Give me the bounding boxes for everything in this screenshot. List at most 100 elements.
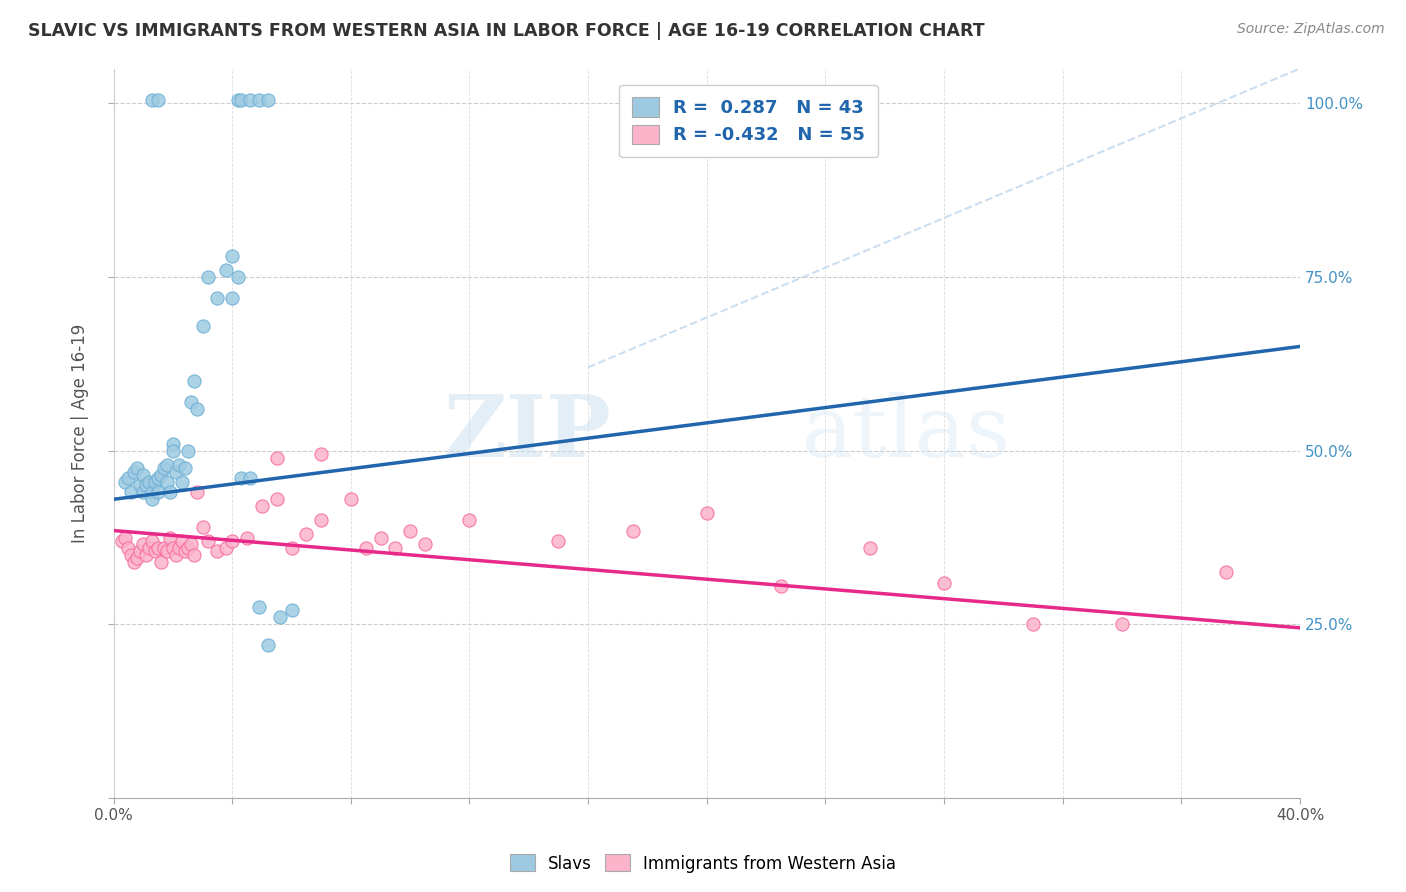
Point	[280, 541, 302, 555]
Point	[547, 533, 569, 548]
Point	[156, 458, 179, 472]
Point	[180, 395, 202, 409]
Point	[269, 610, 291, 624]
Point	[150, 467, 173, 482]
Point	[309, 447, 332, 461]
Point	[120, 485, 142, 500]
Point	[141, 485, 163, 500]
Point	[159, 485, 181, 500]
Point	[150, 555, 173, 569]
Point	[167, 541, 190, 555]
Point	[127, 551, 149, 566]
Point	[159, 531, 181, 545]
Point	[932, 575, 955, 590]
Point	[226, 269, 249, 284]
Point	[141, 492, 163, 507]
Point	[191, 520, 214, 534]
Point	[143, 475, 166, 489]
Point	[769, 579, 792, 593]
Point	[135, 478, 157, 492]
Point	[167, 458, 190, 472]
Point	[280, 603, 302, 617]
Point	[226, 93, 249, 107]
Point	[143, 544, 166, 558]
Point	[111, 533, 134, 548]
Point	[146, 471, 169, 485]
Point	[186, 485, 208, 500]
Point	[183, 548, 205, 562]
Point	[156, 544, 179, 558]
Point	[229, 93, 252, 107]
Point	[129, 544, 152, 558]
Point	[173, 461, 195, 475]
Point	[186, 401, 208, 416]
Point	[117, 471, 139, 485]
Point	[221, 249, 243, 263]
Point	[239, 471, 262, 485]
Point	[250, 500, 273, 514]
Point	[124, 555, 146, 569]
Text: SLAVIC VS IMMIGRANTS FROM WESTERN ASIA IN LABOR FORCE | AGE 16-19 CORRELATION CH: SLAVIC VS IMMIGRANTS FROM WESTERN ASIA I…	[28, 22, 984, 40]
Point	[138, 541, 160, 555]
Point	[173, 544, 195, 558]
Point	[340, 492, 363, 507]
Point	[129, 478, 152, 492]
Point	[696, 506, 718, 520]
Point	[215, 541, 238, 555]
Point	[135, 548, 157, 562]
Point	[162, 436, 184, 450]
Point	[180, 537, 202, 551]
Point	[207, 291, 229, 305]
Point	[176, 443, 198, 458]
Point	[236, 531, 259, 545]
Point	[132, 485, 155, 500]
Point	[117, 541, 139, 555]
Point	[141, 93, 163, 107]
Point	[183, 374, 205, 388]
Text: atlas: atlas	[801, 392, 1011, 475]
Point	[354, 541, 377, 555]
Point	[132, 467, 155, 482]
Point	[221, 291, 243, 305]
Point	[256, 93, 278, 107]
Point	[621, 524, 644, 538]
Point	[120, 548, 142, 562]
Point	[156, 475, 179, 489]
Legend: Slavs, Immigrants from Western Asia: Slavs, Immigrants from Western Asia	[503, 847, 903, 880]
Point	[165, 548, 187, 562]
Point	[247, 93, 270, 107]
Point	[153, 541, 176, 555]
Text: ZIP: ZIP	[444, 392, 612, 475]
Point	[370, 531, 392, 545]
Point	[146, 541, 169, 555]
Point	[191, 318, 214, 333]
Point	[153, 461, 176, 475]
Y-axis label: In Labor Force | Age 16-19: In Labor Force | Age 16-19	[72, 324, 89, 543]
Point	[221, 533, 243, 548]
Point	[146, 93, 169, 107]
Text: Source: ZipAtlas.com: Source: ZipAtlas.com	[1237, 22, 1385, 37]
Legend: R =  0.287   N = 43, R = -0.432   N = 55: R = 0.287 N = 43, R = -0.432 N = 55	[619, 85, 877, 157]
Point	[1111, 617, 1133, 632]
Point	[399, 524, 422, 538]
Point	[1022, 617, 1045, 632]
Point	[132, 537, 155, 551]
Point	[266, 492, 288, 507]
Point	[127, 461, 149, 475]
Point	[176, 541, 198, 555]
Point	[146, 485, 169, 500]
Point	[458, 513, 481, 527]
Point	[384, 541, 406, 555]
Point	[215, 263, 238, 277]
Point	[162, 443, 184, 458]
Point	[170, 475, 193, 489]
Point	[413, 537, 436, 551]
Point	[138, 475, 160, 489]
Point	[256, 638, 278, 652]
Point	[114, 531, 136, 545]
Point	[1215, 566, 1237, 580]
Point	[141, 533, 163, 548]
Point	[114, 475, 136, 489]
Point	[170, 533, 193, 548]
Point	[239, 93, 262, 107]
